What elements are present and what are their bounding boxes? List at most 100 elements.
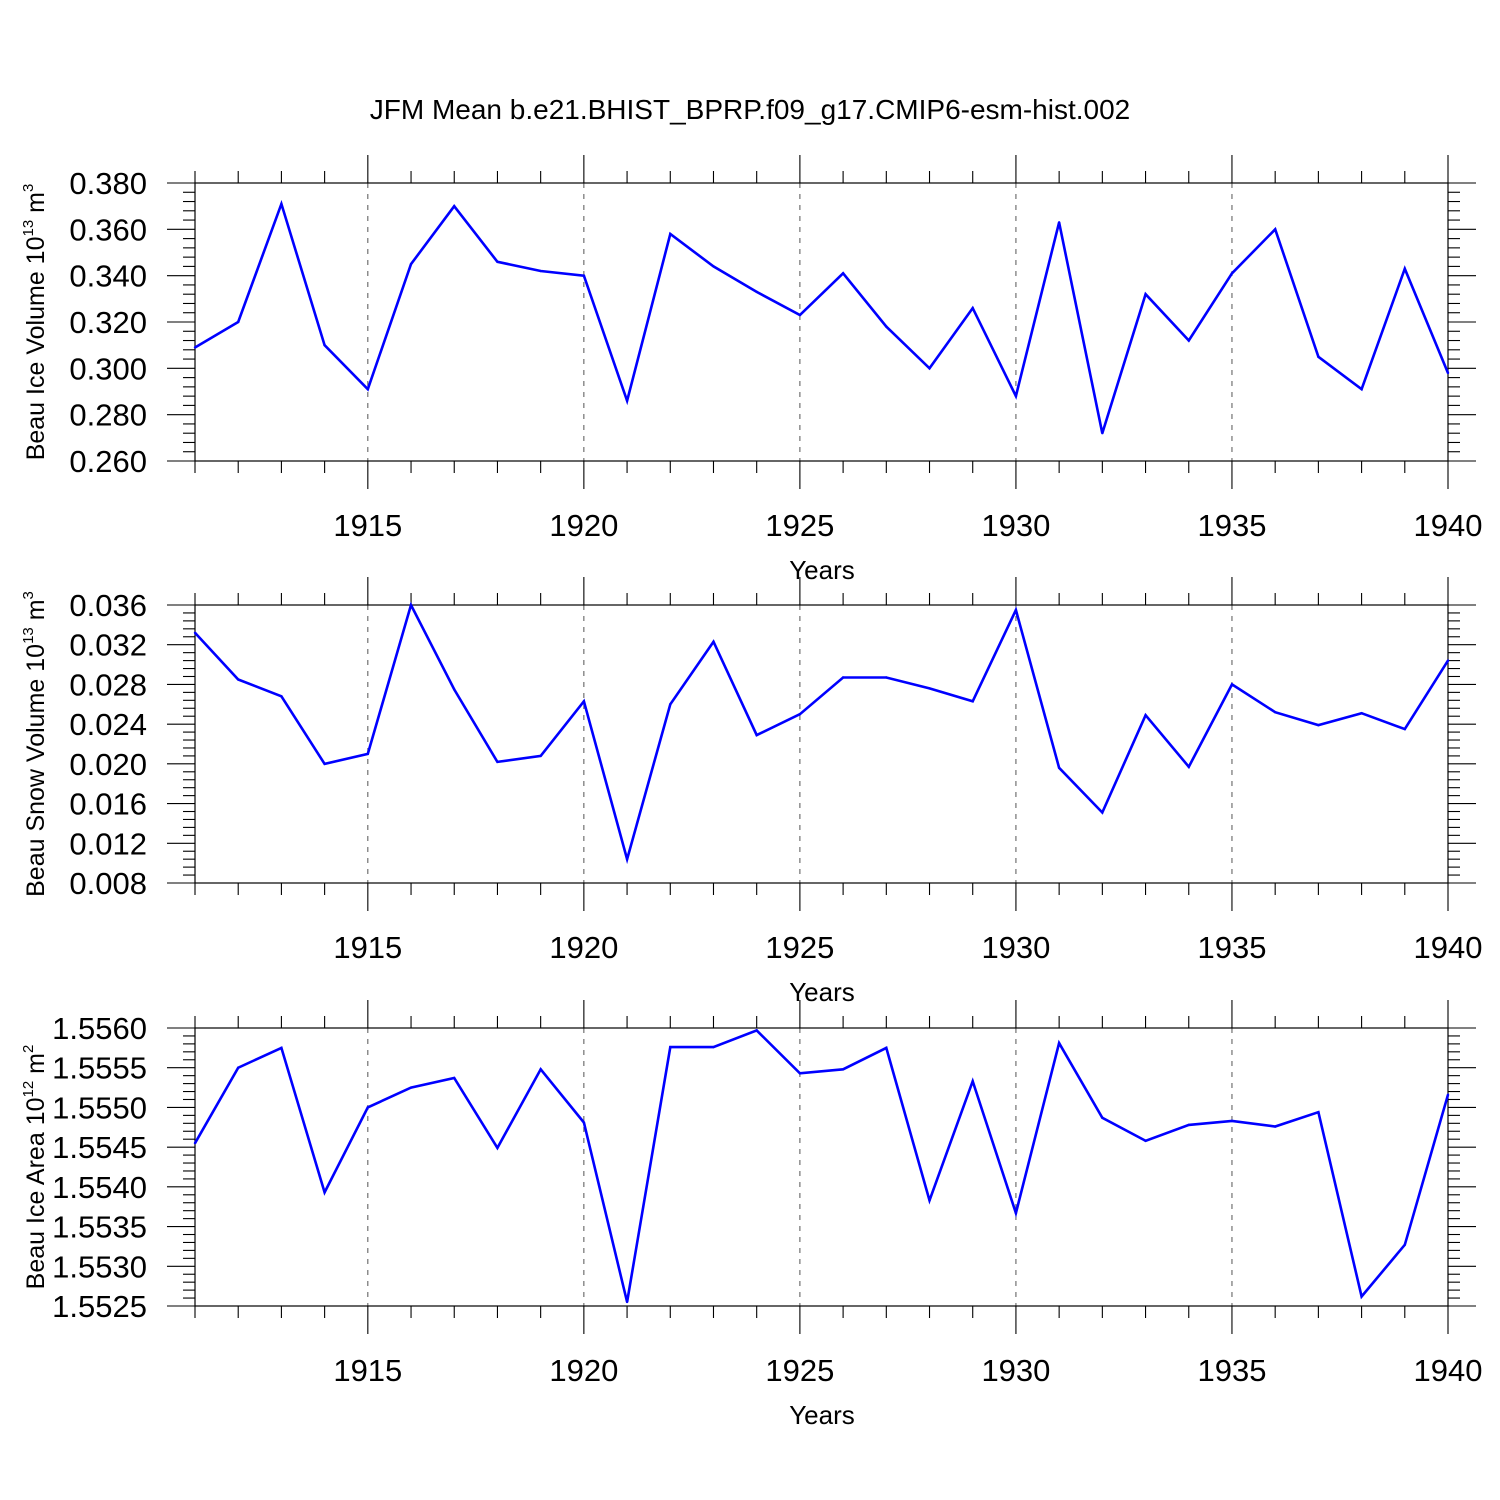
data-point xyxy=(755,733,758,737)
data-point xyxy=(1273,1125,1277,1128)
data-point xyxy=(1446,1093,1450,1096)
data-point xyxy=(237,320,240,324)
data-point xyxy=(323,1191,326,1194)
data-point xyxy=(712,640,715,643)
data-point xyxy=(755,1029,758,1032)
plot-frame xyxy=(194,1027,1449,1307)
data-point xyxy=(841,676,845,679)
data-point xyxy=(409,262,413,266)
data-point xyxy=(971,700,974,703)
y-axis-label: Beau Ice Area 1012 m2 xyxy=(20,1045,50,1290)
data-point xyxy=(237,678,240,681)
data-point xyxy=(1273,228,1277,231)
data-point xyxy=(928,367,931,370)
y-tick-label: 1.5545 xyxy=(52,1130,147,1165)
data-point xyxy=(712,265,715,268)
plot-frame xyxy=(194,604,1449,884)
data-point xyxy=(237,1066,240,1069)
y-tick-label: 0.360 xyxy=(69,212,147,247)
data-point xyxy=(971,306,974,310)
data-point xyxy=(1014,608,1018,612)
data-point xyxy=(669,1045,672,1049)
y-tick-label: 0.008 xyxy=(69,866,147,901)
data-point xyxy=(798,1072,802,1075)
data-point xyxy=(1403,267,1406,270)
data-point xyxy=(366,1106,370,1109)
x-tick-label: 1940 xyxy=(1414,930,1483,965)
x-tick-label: 1915 xyxy=(333,1353,402,1388)
y-tick-label: 0.280 xyxy=(69,398,147,433)
data-point xyxy=(539,269,542,273)
x-tick-label: 1915 xyxy=(333,508,402,543)
x-tick-label: 1930 xyxy=(981,930,1050,965)
y-tick-label: 0.260 xyxy=(69,444,147,479)
y-tick-label: 1.5555 xyxy=(52,1051,147,1086)
y-tick-label: 0.380 xyxy=(69,166,147,201)
panel-1: 1915 1920 1925 1930 1935 1940 0.260 0.280 0.300 0… xyxy=(20,155,1482,585)
data-point xyxy=(885,1046,888,1050)
data-point xyxy=(323,343,326,347)
data-point xyxy=(1446,659,1450,662)
x-axis-label: Years xyxy=(789,1400,855,1430)
data-point xyxy=(1187,339,1190,342)
series-line xyxy=(194,199,1450,434)
data-point xyxy=(582,274,586,277)
x-tick-label: 1915 xyxy=(333,930,402,965)
data-point xyxy=(1403,727,1406,731)
data-point xyxy=(582,1121,586,1124)
data-point xyxy=(1057,221,1061,224)
plot-frame xyxy=(194,182,1449,462)
data-point xyxy=(798,313,802,317)
data-point xyxy=(280,202,283,206)
y-tick-label: 0.300 xyxy=(69,351,147,386)
x-axis-label: Years xyxy=(789,977,855,1007)
data-point xyxy=(625,399,629,402)
data-point xyxy=(885,325,888,328)
y-tick-label: 1.5535 xyxy=(52,1210,147,1245)
y-tick-label: 1.5525 xyxy=(52,1289,147,1324)
data-point xyxy=(625,1300,629,1304)
data-point xyxy=(453,204,456,208)
y-tick-label: 0.016 xyxy=(69,787,147,822)
y-tick-label: 0.340 xyxy=(69,259,147,294)
data-point xyxy=(280,1046,283,1050)
data-point xyxy=(1360,1295,1363,1298)
chart-title: JFM Mean b.e21.BHIST_BPRP.f09_g17.CMIP6-… xyxy=(370,94,1131,125)
series-line xyxy=(194,601,1450,865)
x-tick-label: 1920 xyxy=(549,1353,618,1388)
y-axis-label: Beau Snow Volume 1013 m3 xyxy=(20,591,50,897)
data-point xyxy=(669,232,672,236)
y-tick-label: 0.024 xyxy=(69,707,147,742)
data-point xyxy=(1446,371,1450,375)
data-point xyxy=(928,1199,931,1202)
data-point xyxy=(1101,811,1104,814)
series-line xyxy=(193,1028,1450,1303)
data-point xyxy=(582,700,586,703)
data-point xyxy=(409,603,413,607)
data-point xyxy=(755,290,758,294)
data-point xyxy=(193,631,197,634)
data-point xyxy=(971,1080,974,1083)
x-tick-label: 1920 xyxy=(549,508,618,543)
data-point xyxy=(1230,272,1234,275)
x-tick-label: 1930 xyxy=(981,508,1050,543)
data-point xyxy=(193,346,197,349)
data-point xyxy=(1187,1123,1190,1127)
y-tick-label: 1.5550 xyxy=(52,1090,147,1125)
data-point xyxy=(453,1076,456,1080)
data-point xyxy=(1057,766,1061,770)
y-tick-label: 0.036 xyxy=(69,588,147,623)
data-point xyxy=(1230,683,1234,686)
data-point xyxy=(1144,1139,1147,1142)
data-point xyxy=(409,1086,413,1089)
x-tick-label: 1925 xyxy=(765,1353,834,1388)
data-point xyxy=(539,754,542,758)
y-tick-label: 0.012 xyxy=(69,826,147,861)
y-tick-label: 1.5530 xyxy=(52,1249,147,1284)
data-point xyxy=(539,1068,542,1071)
y-tick-label: 0.032 xyxy=(69,628,147,663)
data-point xyxy=(625,857,629,861)
data-point xyxy=(841,1068,845,1071)
x-tick-label: 1935 xyxy=(1197,508,1266,543)
